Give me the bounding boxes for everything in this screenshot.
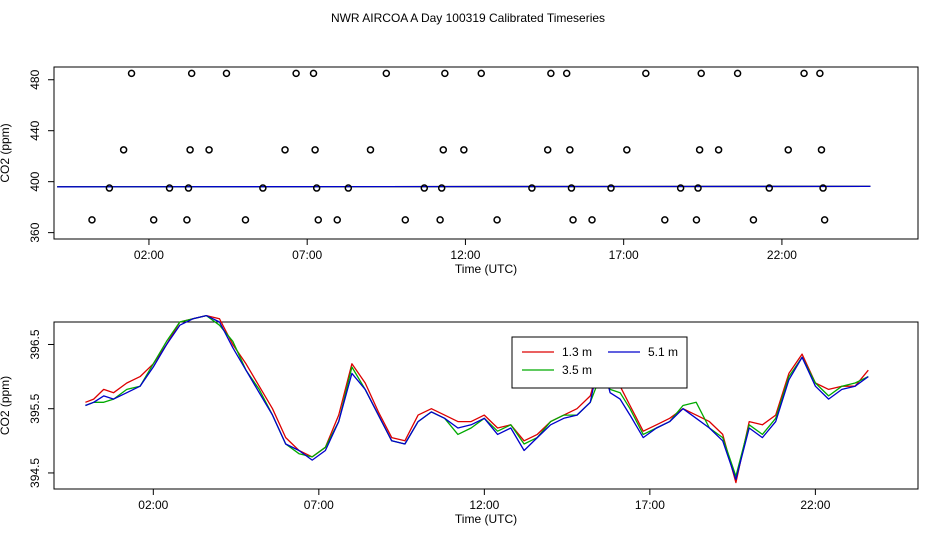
x-tick-label: 07:00: [292, 248, 322, 262]
x-tick-label: 12:00: [450, 248, 480, 262]
scatter-point: [187, 69, 196, 78]
scatter-point: [460, 146, 468, 154]
figure-title: NWR AIRCOA A Day 100319 Calibrated Times…: [331, 11, 605, 25]
y-tick-label: 360: [28, 222, 42, 242]
scatter-point: [437, 184, 446, 192]
scatter-point: [697, 69, 705, 78]
scatter-point: [623, 146, 631, 154]
scatter-point: [439, 146, 448, 154]
y-tick-label: 400: [28, 171, 42, 191]
legend-label: 5.1 m: [648, 345, 678, 359]
scatter-point: [642, 69, 650, 78]
y-tick-label: 396.5: [28, 329, 42, 359]
scatter-point: [183, 216, 191, 224]
scatter-point: [493, 216, 501, 224]
scatter-point: [800, 69, 808, 78]
scatter-point: [382, 69, 391, 78]
scatter-point: [184, 184, 193, 192]
x-tick-label: 17:00: [635, 498, 665, 512]
legend-box: [511, 336, 688, 389]
x-tick-label: 07:00: [304, 498, 334, 512]
scatter-point: [401, 216, 410, 224]
scatter-point: [562, 69, 571, 78]
y-axis-label: CO2 (ppm): [0, 123, 12, 182]
scatter-point: [765, 184, 774, 192]
scatter-point: [105, 184, 114, 192]
scatter-point: [165, 184, 174, 192]
x-tick-label: 02:00: [138, 498, 168, 512]
scatter-point: [186, 146, 194, 154]
scatter-point: [119, 146, 128, 154]
scatter-point: [569, 216, 577, 224]
scatter-point: [816, 69, 824, 78]
scatter-point: [222, 69, 231, 78]
x-axis-label: Time (UTC): [455, 512, 517, 526]
x-tick-label: 12:00: [469, 498, 499, 512]
plot-frame: [53, 321, 919, 490]
scatter-point: [312, 184, 321, 192]
scatter-point: [714, 146, 723, 154]
x-tick-label: 22:00: [800, 498, 830, 512]
scatter-point: [436, 216, 444, 224]
scatter-point: [441, 69, 449, 78]
scatter-point: [88, 216, 96, 224]
scatter-point: [241, 216, 250, 224]
scatter-point: [567, 184, 576, 192]
scatter-point: [149, 216, 158, 224]
scatter-point: [692, 216, 701, 224]
scatter-point: [817, 146, 826, 154]
scatter-point: [528, 184, 536, 192]
scatter-point: [259, 184, 267, 192]
scatter-point: [820, 216, 829, 224]
legend: 1.3 m 3.5 m 5.1 m: [511, 336, 688, 389]
scatter-point: [819, 184, 827, 192]
y-tick-label: 394.5: [28, 458, 42, 488]
scatter-point: [784, 146, 792, 154]
scatter-point: [661, 216, 669, 224]
scatter-point: [543, 146, 552, 154]
scatter-point: [694, 184, 702, 192]
top-panel-scatter: 02:00 07:00 12:00 17:00 22:00 360 400 440 480 Tim…: [0, 66, 919, 276]
scatter-point: [292, 69, 300, 78]
series-line-13m: [85, 314, 869, 484]
x-axis-label: Time (UTC): [455, 262, 517, 276]
scatter-point: [607, 184, 615, 192]
scatter-point: [676, 184, 685, 192]
scatter-point: [366, 146, 375, 154]
scatter-point: [205, 146, 213, 154]
plot-frame: [53, 66, 919, 240]
x-tick-label: 02:00: [134, 248, 164, 262]
scatter-point: [547, 69, 555, 78]
y-axis-label: CO2 (ppm): [0, 376, 12, 435]
scatter-point: [314, 216, 323, 224]
legend-label: 1.3 m: [562, 345, 592, 359]
scatter-point: [311, 146, 319, 154]
scatter-point: [749, 216, 758, 224]
y-tick-label: 395.5: [28, 393, 42, 423]
scatter-point: [588, 216, 596, 224]
scatter-point: [127, 69, 136, 78]
scatter-point: [420, 184, 429, 192]
scatter-point: [733, 69, 742, 78]
bottom-panel-line-chart: 02:00 07:00 12:00 17:00 22:00 394.5 395.5 396.5…: [0, 314, 919, 526]
scatter-point: [695, 146, 704, 154]
series-line-51m: [85, 314, 869, 481]
x-tick-label: 22:00: [767, 248, 797, 262]
x-tick-label: 17:00: [609, 248, 639, 262]
legend-label: 3.5 m: [562, 363, 592, 377]
scatter-point: [309, 69, 318, 78]
scatter-point: [281, 146, 289, 154]
scatter-point: [566, 146, 574, 154]
series-line-35m: [85, 314, 869, 477]
y-tick-label: 440: [28, 120, 42, 140]
scatter-point: [477, 69, 486, 78]
scatter-point: [344, 184, 353, 192]
y-tick-label: 480: [28, 69, 42, 89]
scatter-point: [333, 216, 342, 224]
